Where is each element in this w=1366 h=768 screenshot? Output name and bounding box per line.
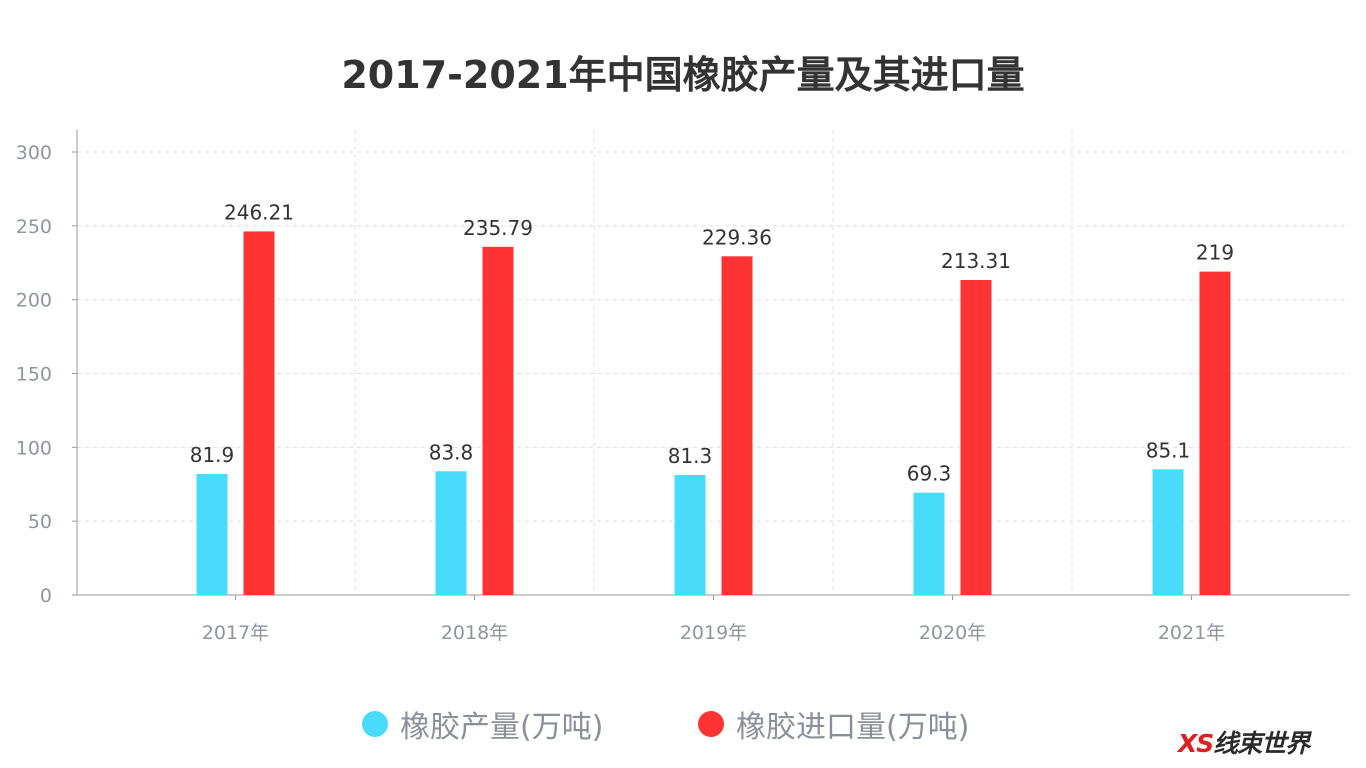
legend-label: 橡胶进口量(万吨) <box>736 710 970 745</box>
legend-item-production[interactable]: 橡胶产量(万吨) <box>362 702 603 746</box>
bar <box>913 492 945 595</box>
bar <box>1152 469 1184 595</box>
y-tick-label: 200 <box>16 290 52 312</box>
data-label: 213.31 <box>941 249 1011 273</box>
data-label: 219 <box>1196 241 1234 265</box>
data-label: 83.8 <box>429 440 474 464</box>
legend-dot-icon <box>362 711 388 737</box>
bar <box>243 231 275 595</box>
x-tick-label: 2018年 <box>441 622 508 644</box>
bar <box>960 280 992 595</box>
bar <box>674 474 706 595</box>
y-tick-label: 0 <box>40 585 52 607</box>
legend-item-import[interactable]: 橡胶进口量(万吨) <box>698 702 969 746</box>
data-label: 81.3 <box>668 444 713 468</box>
y-tick-label: 150 <box>16 364 52 386</box>
y-tick-label: 100 <box>16 437 52 459</box>
y-tick-label: 250 <box>16 216 52 238</box>
watermark-logo: XS线束世界 <box>1178 729 1310 758</box>
bar <box>435 471 467 595</box>
x-tick-label: 2017年 <box>202 622 269 644</box>
x-tick-label: 2021年 <box>1158 622 1225 644</box>
data-label: 246.21 <box>224 200 294 224</box>
bar <box>1199 271 1231 595</box>
bar <box>721 256 753 595</box>
data-label: 69.3 <box>907 462 952 486</box>
data-label: 235.79 <box>463 216 533 240</box>
bar <box>196 474 228 595</box>
chart-title: 2017-2021年中国橡胶产量及其进口量 <box>341 53 1025 97</box>
y-tick-label: 300 <box>16 142 52 164</box>
x-tick-label: 2019年 <box>680 622 747 644</box>
data-label: 81.9 <box>190 443 235 467</box>
y-tick-label: 50 <box>28 511 52 533</box>
legend-label: 橡胶产量(万吨) <box>400 710 604 745</box>
data-label: 229.36 <box>702 225 772 249</box>
bar <box>482 246 514 595</box>
legend-dot-icon <box>698 711 724 737</box>
x-tick-label: 2020年 <box>919 622 986 644</box>
data-label: 85.1 <box>1146 438 1191 462</box>
